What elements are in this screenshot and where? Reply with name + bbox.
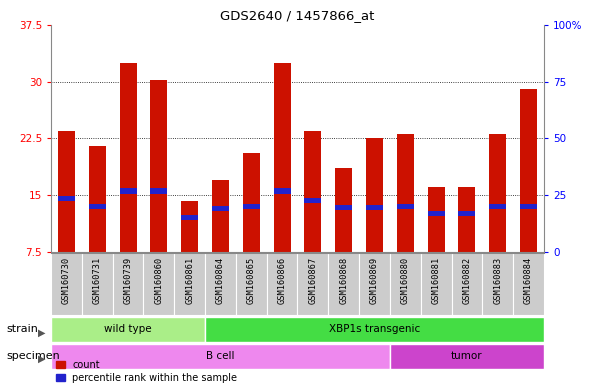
- Text: B cell: B cell: [206, 351, 235, 361]
- Bar: [150, 189, 167, 194]
- Text: GSM160868: GSM160868: [339, 257, 348, 304]
- Bar: [58, 196, 75, 201]
- Legend: count, percentile rank within the sample: count, percentile rank within the sample: [56, 360, 237, 383]
- Bar: [459, 187, 475, 252]
- Bar: [489, 204, 506, 209]
- Bar: [366, 138, 383, 252]
- Text: GSM160881: GSM160881: [432, 257, 441, 304]
- Bar: [328, 253, 359, 315]
- Bar: [89, 146, 106, 252]
- Bar: [120, 189, 136, 194]
- Bar: [205, 253, 236, 315]
- Bar: [267, 253, 297, 315]
- Bar: [335, 205, 352, 210]
- Text: GSM160730: GSM160730: [62, 257, 71, 304]
- Bar: [390, 344, 544, 369]
- Bar: [182, 201, 198, 252]
- Text: GSM160882: GSM160882: [462, 257, 471, 304]
- Bar: [421, 253, 451, 315]
- Bar: [359, 253, 390, 315]
- Bar: [58, 131, 75, 252]
- Bar: [305, 131, 322, 252]
- Bar: [335, 169, 352, 252]
- Text: wild type: wild type: [105, 324, 152, 334]
- Bar: [205, 317, 544, 342]
- Text: GSM160884: GSM160884: [524, 257, 533, 304]
- Bar: [390, 253, 421, 315]
- Bar: [459, 211, 475, 217]
- Bar: [243, 204, 260, 209]
- Text: strain: strain: [6, 324, 38, 334]
- Bar: [305, 197, 322, 203]
- Bar: [212, 206, 229, 211]
- Text: GSM160867: GSM160867: [308, 257, 317, 304]
- Text: GSM160860: GSM160860: [154, 257, 163, 304]
- Bar: [428, 187, 445, 252]
- Bar: [243, 153, 260, 252]
- Bar: [513, 253, 544, 315]
- Bar: [489, 134, 506, 252]
- Text: GSM160861: GSM160861: [185, 257, 194, 304]
- Bar: [212, 180, 229, 252]
- Bar: [150, 80, 167, 252]
- Bar: [120, 63, 136, 252]
- Bar: [366, 205, 383, 210]
- Bar: [51, 253, 82, 315]
- Bar: [482, 253, 513, 315]
- Bar: [182, 215, 198, 220]
- Bar: [89, 204, 106, 209]
- Bar: [273, 63, 290, 252]
- Bar: [113, 253, 144, 315]
- Bar: [451, 253, 482, 315]
- Bar: [297, 253, 328, 315]
- Text: GSM160864: GSM160864: [216, 257, 225, 304]
- Bar: [51, 344, 390, 369]
- Bar: [520, 204, 537, 209]
- Bar: [397, 204, 413, 209]
- Text: GSM160865: GSM160865: [247, 257, 256, 304]
- Text: tumor: tumor: [451, 351, 483, 361]
- Bar: [520, 89, 537, 252]
- Text: ▶: ▶: [38, 354, 45, 364]
- Bar: [144, 253, 174, 315]
- Bar: [51, 317, 205, 342]
- Bar: [397, 134, 413, 252]
- Text: specimen: specimen: [6, 351, 59, 361]
- Text: GSM160883: GSM160883: [493, 257, 502, 304]
- Bar: [428, 211, 445, 217]
- Text: XBP1s transgenic: XBP1s transgenic: [329, 324, 420, 334]
- Bar: [82, 253, 113, 315]
- Title: GDS2640 / 1457866_at: GDS2640 / 1457866_at: [221, 9, 374, 22]
- Text: GSM160880: GSM160880: [401, 257, 410, 304]
- Text: GSM160731: GSM160731: [93, 257, 102, 304]
- Bar: [273, 189, 290, 194]
- Bar: [174, 253, 205, 315]
- Text: ▶: ▶: [38, 327, 45, 338]
- Bar: [236, 253, 267, 315]
- Text: GSM160869: GSM160869: [370, 257, 379, 304]
- Text: GSM160739: GSM160739: [124, 257, 133, 304]
- Text: GSM160866: GSM160866: [278, 257, 287, 304]
